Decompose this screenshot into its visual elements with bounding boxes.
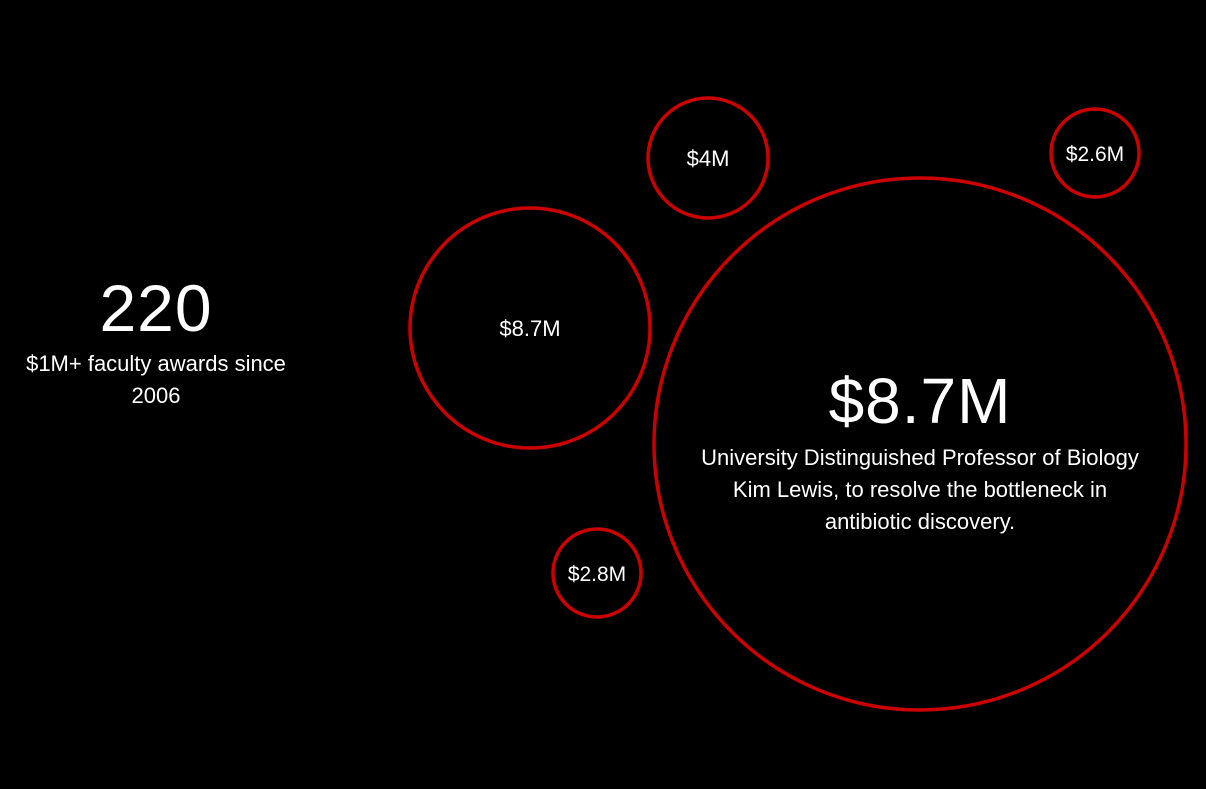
bubble-label: $8.7M [499, 316, 560, 341]
bubble-label: $4M [687, 146, 730, 171]
bubble-featured[interactable] [652, 176, 1188, 712]
bubble[interactable] [646, 96, 770, 220]
featured-award-description: University Distinguished Professor of Bi… [701, 445, 1139, 534]
bubble[interactable] [1049, 107, 1141, 199]
featured-award-value: $8.7M [828, 365, 1012, 437]
stat-block: 220 $1M+ faculty awards since 2006 [0, 268, 312, 412]
bubble[interactable] [408, 206, 652, 450]
featured-award-text: $8.7M University Distinguished Professor… [700, 360, 1140, 538]
stat-caption: $1M+ faculty awards since 2006 [26, 351, 286, 408]
bubble[interactable] [551, 527, 643, 619]
stat-number: 220 [99, 271, 213, 345]
bubble-label: $2.8M [568, 563, 626, 586]
bubble-label: $2.6M [1066, 143, 1124, 166]
